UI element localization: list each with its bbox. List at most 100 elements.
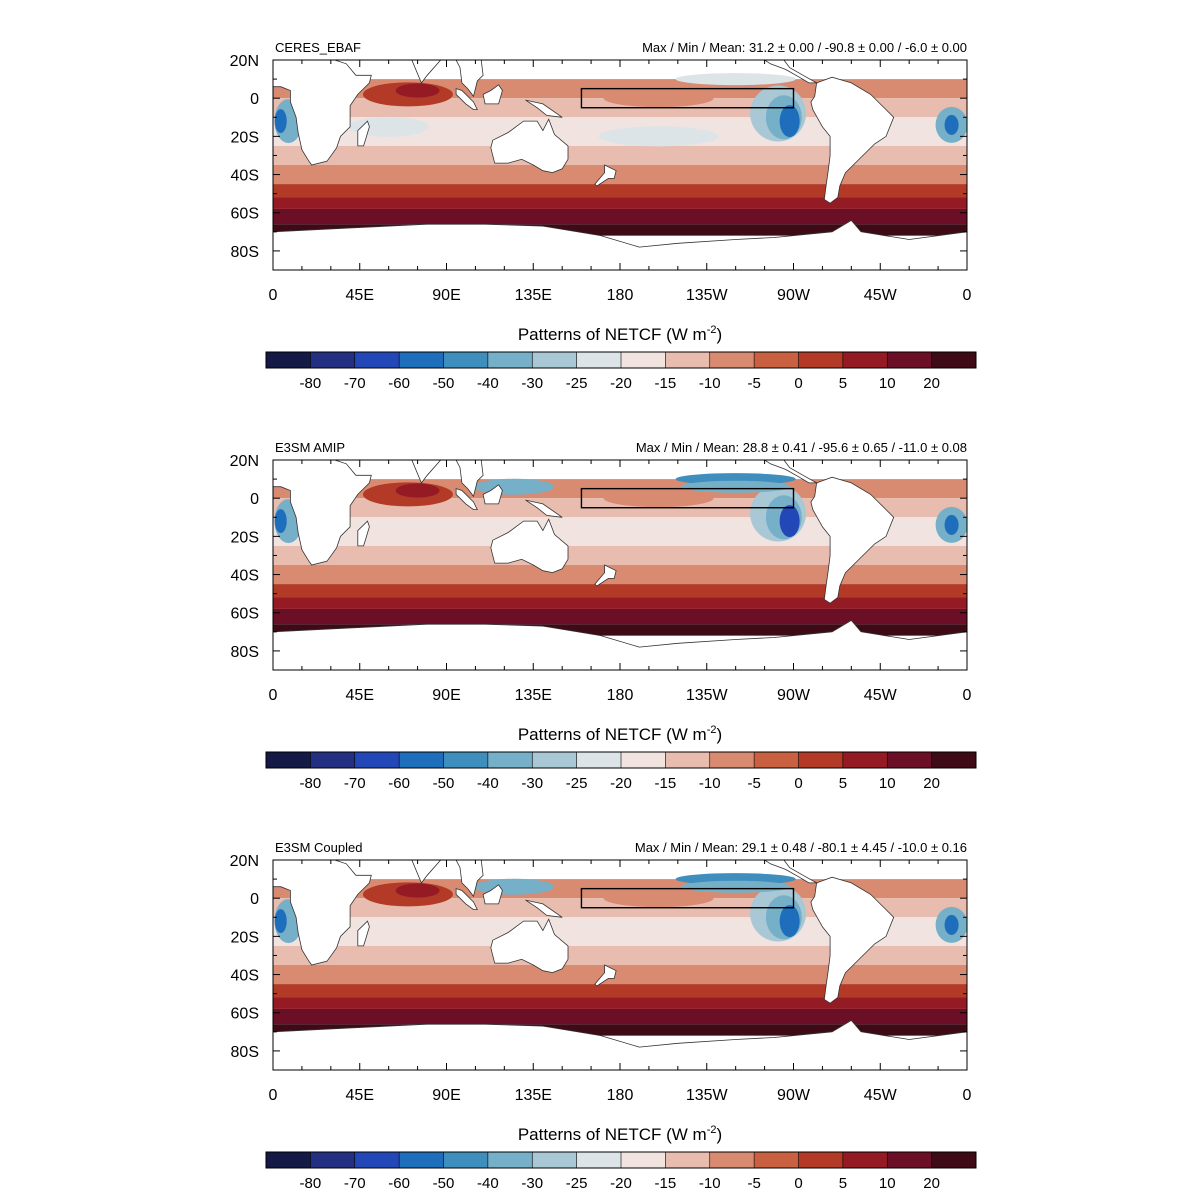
colorbar-swatch [931, 752, 977, 768]
colorbar-label: -10 [699, 775, 721, 792]
colorbar-swatch [621, 752, 666, 768]
y-tick-label: 80S [231, 644, 259, 661]
y-tick-label: 60S [231, 606, 259, 623]
land-borneo [482, 484, 503, 505]
x-tick-label: 0 [269, 687, 278, 704]
colorbar-label: -5 [747, 1175, 760, 1192]
colorbar-swatch [842, 352, 888, 368]
contour-field [273, 860, 967, 1070]
colorbar-label: -70 [344, 375, 366, 392]
land-newguinea [525, 899, 563, 918]
contour-field [273, 460, 967, 670]
colorbar: -80 -70 -60 -50 -40 -30 -25 -20 -15 -10 -5 0 5 10 20 [265, 351, 977, 392]
stats-readout: Max / Min / Mean: 28.8 ± 0.41 / -95.6 ± … [636, 440, 967, 455]
land-southamerica [810, 876, 895, 1004]
colorbar-swatch [709, 752, 755, 768]
colorbar-label: -5 [747, 775, 760, 792]
colorbar-label: 10 [879, 775, 896, 792]
land-africa [273, 460, 372, 566]
x-tick-label: 45E [346, 687, 374, 704]
colorbar-swatch [621, 1152, 666, 1168]
colorbar-title: Patterns of NETCF (W m-2) [518, 724, 722, 744]
colorbar-label: -25 [566, 375, 588, 392]
y-tick-label: 80S [231, 1044, 259, 1061]
colorbar-swatch [576, 352, 622, 368]
colorbar-label: -60 [388, 775, 410, 792]
x-tick-label: 45E [346, 1087, 374, 1104]
x-tick-label: 90E [432, 1087, 460, 1104]
land-centralam [763, 460, 819, 484]
x-tick-label: 45W [864, 287, 898, 304]
colorbar-swatch [842, 1152, 888, 1168]
x-tick-label: 135E [515, 1087, 552, 1104]
colorbar-label: 5 [839, 375, 847, 392]
colorbar-label: -50 [433, 1175, 455, 1192]
colorbar-swatch [354, 752, 400, 768]
y-tick-label: 20N [230, 453, 259, 470]
land-borneo [482, 884, 503, 905]
land-seasia [455, 860, 484, 898]
colorbar-label: -40 [477, 375, 499, 392]
y-tick-label: 0 [250, 491, 259, 508]
land-australia [490, 518, 569, 574]
land-antarctica [273, 619, 967, 670]
x-tick-label: 0 [963, 287, 972, 304]
land-india [404, 60, 442, 84]
colorbar-swatch [399, 1152, 444, 1168]
colorbar-label: -15 [655, 1175, 677, 1192]
colorbar-label: -30 [521, 375, 543, 392]
colorbar-label: -40 [477, 1175, 499, 1192]
y-tick-label: 20N [230, 853, 259, 870]
land-southamerica [810, 76, 895, 204]
land-madagascar [357, 920, 370, 947]
colorbar-swatch [621, 352, 666, 368]
colorbar-swatch [443, 1152, 489, 1168]
land-centralam [763, 60, 819, 84]
colorbar-swatch [665, 752, 711, 768]
colorbar-label: -60 [388, 375, 410, 392]
x-tick-label: 90W [777, 687, 811, 704]
colorbar-label: 20 [923, 1175, 940, 1192]
colorbar-swatch [754, 1152, 799, 1168]
x-tick-label: 0 [269, 287, 278, 304]
land-newzealand [594, 964, 617, 987]
colorbar-label: 10 [879, 1175, 896, 1192]
land-seasia [455, 460, 484, 498]
colorbar-swatch [266, 352, 311, 368]
colorbar-label: -80 [300, 1175, 322, 1192]
y-tick-label: 20N [230, 53, 259, 70]
colorbar-swatch [487, 1152, 533, 1168]
colorbar-label: -70 [344, 775, 366, 792]
colorbar-swatch [532, 352, 578, 368]
land-newzealand [594, 564, 617, 587]
land-antarctica [273, 1019, 967, 1070]
colorbar-label: 20 [923, 775, 940, 792]
land-australia [490, 118, 569, 174]
x-tick-label: 180 [607, 1087, 634, 1104]
colorbar-label: 10 [879, 375, 896, 392]
land-africa [273, 60, 372, 166]
colorbar-label: -10 [699, 1175, 721, 1192]
x-tick-label: 135W [686, 287, 729, 304]
colorbar: -80 -70 -60 -50 -40 -30 -25 -20 -15 -10 -5 0 5 10 20 [265, 1151, 977, 1192]
contour-field [273, 60, 967, 270]
y-tick-label: 20S [231, 529, 259, 546]
colorbar-swatch [354, 352, 400, 368]
colorbar-label: -15 [655, 375, 677, 392]
colorbar-swatch [487, 352, 533, 368]
nino-region-box [580, 87, 795, 109]
land-newguinea [525, 99, 563, 118]
land-newguinea [525, 499, 563, 518]
colorbar-label: -5 [747, 375, 760, 392]
y-tick-label: 40S [231, 168, 259, 185]
land-sumatra [455, 888, 478, 910]
colorbar-swatch [798, 752, 844, 768]
colorbar-label: 5 [839, 775, 847, 792]
colorbar-label: -50 [433, 375, 455, 392]
x-tick-label: 0 [963, 687, 972, 704]
colorbar-swatch [931, 1152, 977, 1168]
land-india [404, 860, 442, 884]
land-seasia [455, 60, 484, 98]
panel-3: E3SM Coupled Max / Min / Mean: 29.1 ± 0.4… [230, 840, 977, 1192]
